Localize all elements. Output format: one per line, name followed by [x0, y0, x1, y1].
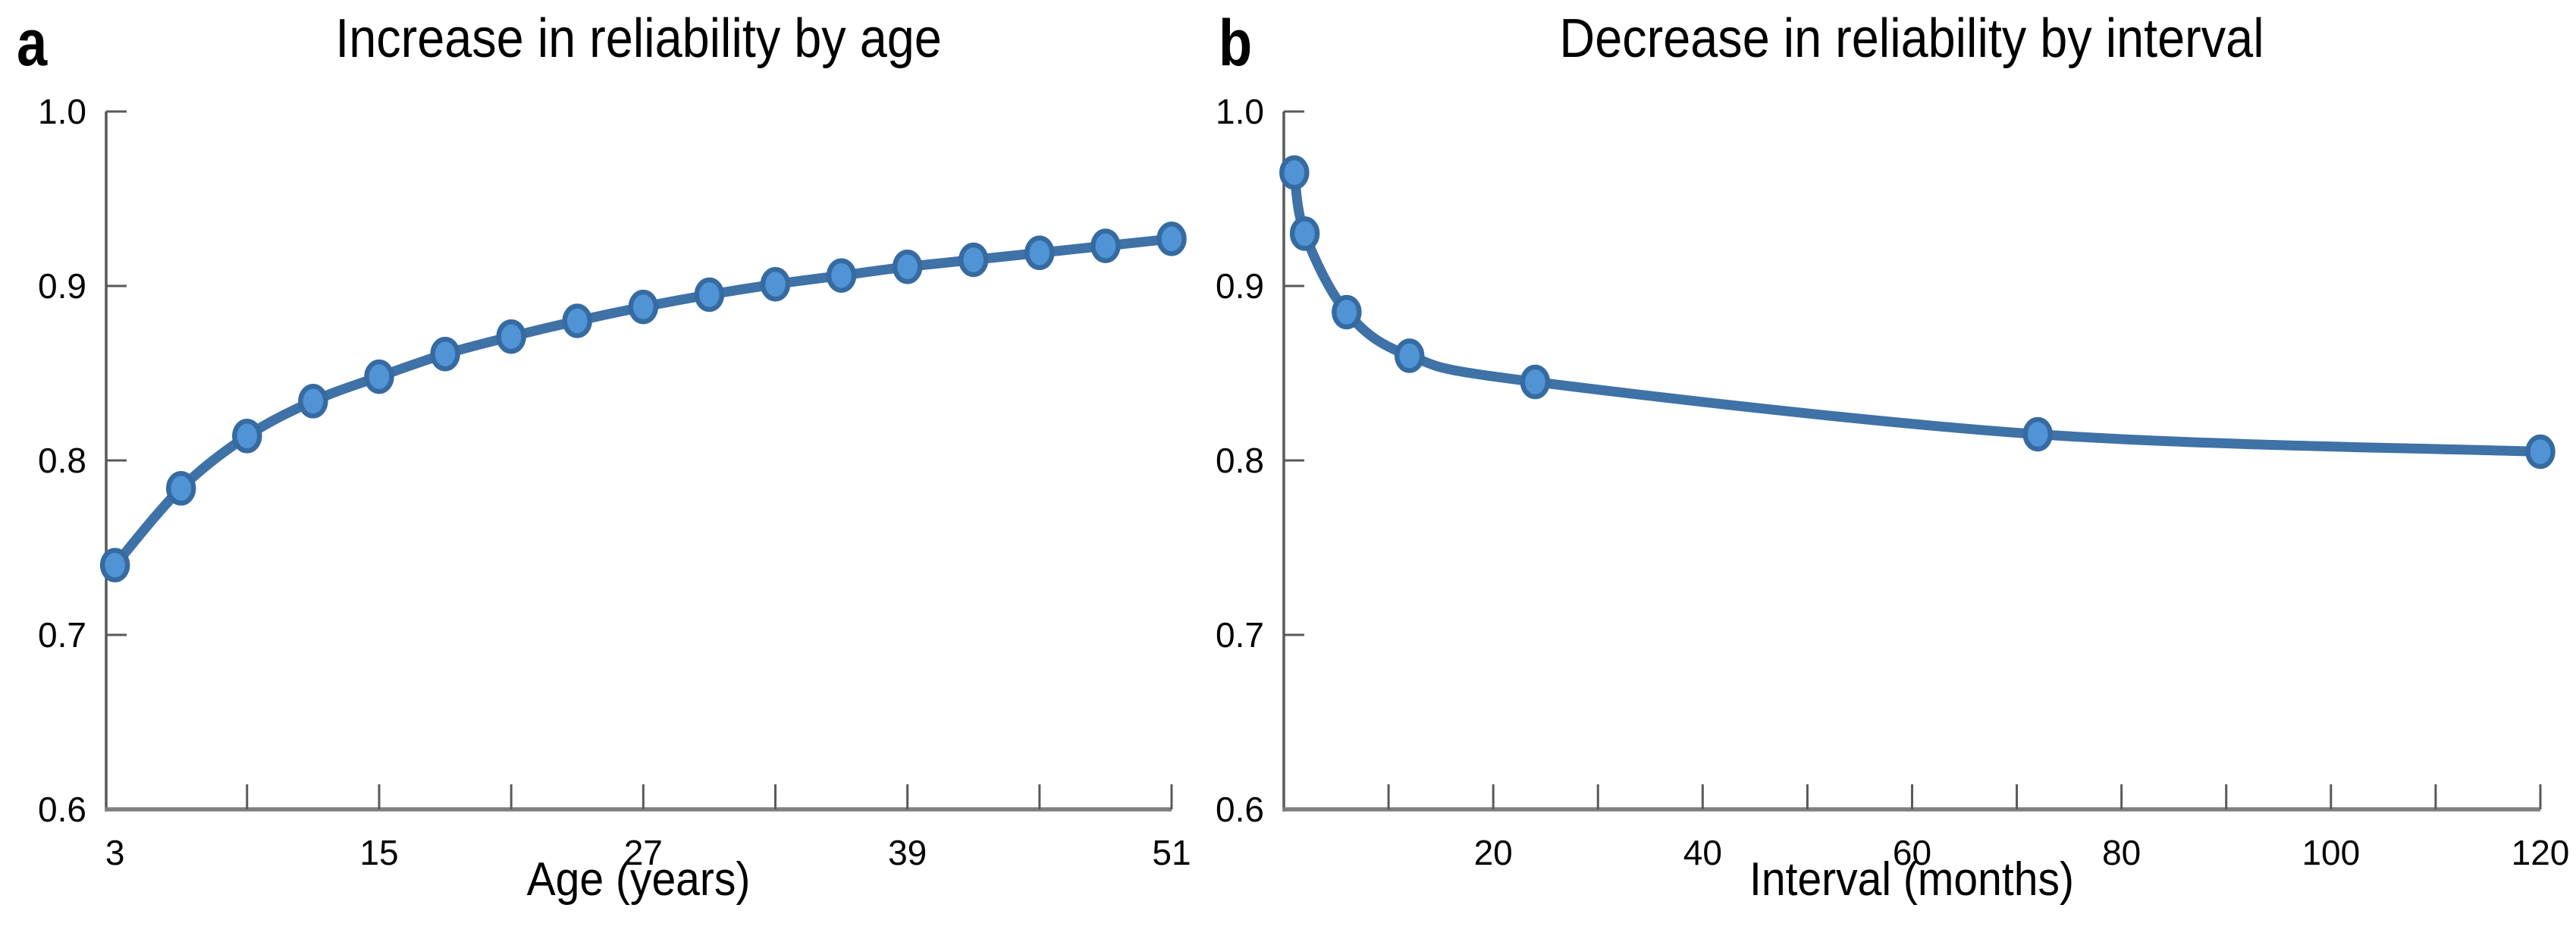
data-point-a: [298, 384, 328, 419]
y-tick-label-b: 0.7: [1216, 615, 1264, 655]
x-tick-label-a: 51: [1152, 833, 1191, 872]
data-point-b: [2022, 416, 2053, 452]
x-tick-label-a: 39: [888, 833, 927, 872]
data-point-b: [1332, 294, 1362, 330]
data-point-b: [1289, 216, 1320, 251]
y-tick-label-a: 0.6: [38, 790, 86, 829]
data-point-b: [1394, 338, 1425, 373]
data-point-a: [694, 277, 725, 313]
data-point-a: [232, 419, 262, 454]
y-tick-label-b: 0.6: [1216, 790, 1264, 829]
y-tick-label-a: 0.7: [38, 615, 86, 655]
x-axis-label-age: Age (years): [526, 853, 751, 906]
data-point-a: [364, 359, 394, 394]
data-point-a: [99, 548, 130, 583]
x-axis-label-interval: Interval (months): [1749, 853, 2074, 906]
panel-a-title: Increase in reliability by age: [335, 8, 942, 69]
data-point-b: [2525, 434, 2556, 470]
y-tick-label-a: 0.8: [38, 441, 86, 480]
panel-a-letter: a: [17, 7, 48, 80]
x-tick-label-a: 27: [624, 833, 663, 872]
x-tick-label-b: 80: [2102, 833, 2141, 872]
panel-b-title: Decrease in reliability by interval: [1559, 8, 2264, 69]
y-tick-label-b: 0.8: [1216, 441, 1264, 480]
x-tick-label-a: 3: [105, 833, 125, 872]
y-tick-label-b: 0.9: [1216, 266, 1264, 306]
data-point-a: [496, 319, 526, 354]
y-tick-label-a: 1.0: [38, 92, 86, 131]
panel-b-letter: b: [1219, 7, 1253, 80]
data-point-a: [628, 289, 659, 325]
data-point-b: [1520, 364, 1551, 400]
data-point-a: [826, 258, 857, 293]
data-point-a: [1024, 235, 1055, 271]
x-tick-label-b: 60: [1893, 833, 1931, 872]
data-point-a: [430, 336, 460, 372]
data-point-b: [1279, 155, 1310, 190]
data-point-a: [562, 303, 592, 338]
x-tick-label-b: 40: [1683, 833, 1722, 872]
y-tick-label-b: 1.0: [1216, 92, 1264, 131]
x-tick-label-b: 100: [2301, 833, 2360, 872]
x-tick-label-b: 20: [1474, 833, 1513, 872]
data-point-a: [165, 471, 196, 506]
data-point-a: [760, 266, 791, 302]
series-line-b: [1289, 168, 2546, 457]
data-point-a: [1156, 221, 1187, 256]
y-tick-label-a: 0.9: [38, 266, 86, 306]
data-point-a: [958, 242, 989, 278]
x-tick-label-b: 120: [2512, 833, 2570, 872]
series-line-a: [110, 234, 1177, 570]
data-point-a: [1090, 228, 1121, 263]
data-point-a: [892, 249, 923, 284]
x-tick-label-a: 15: [359, 833, 398, 872]
